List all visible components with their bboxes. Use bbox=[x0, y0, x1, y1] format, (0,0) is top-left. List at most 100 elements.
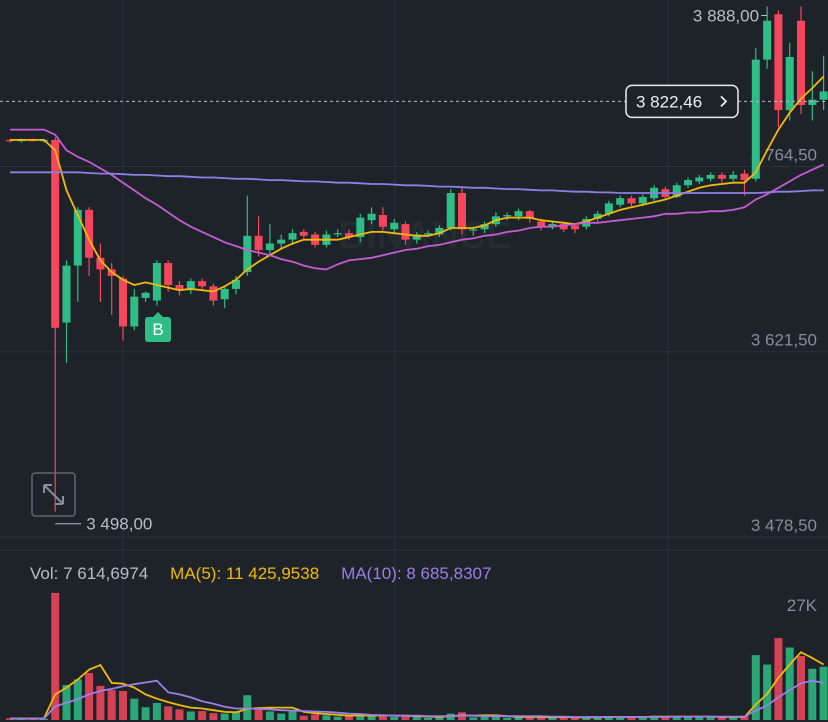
candle-body bbox=[333, 233, 342, 235]
candle-body bbox=[62, 265, 71, 323]
volume-legend: Vol: 7 614,6974 bbox=[30, 564, 148, 583]
volume-bar bbox=[717, 717, 726, 720]
volume-bar bbox=[480, 717, 489, 720]
candle-body bbox=[638, 196, 647, 204]
candle-body bbox=[356, 217, 365, 238]
candle-body bbox=[424, 233, 433, 235]
candle-body bbox=[378, 215, 387, 227]
candle-body bbox=[243, 235, 252, 273]
candle-body bbox=[616, 198, 625, 205]
volume-bar bbox=[220, 713, 229, 720]
candle-body bbox=[277, 239, 286, 244]
volume-bar bbox=[51, 592, 60, 720]
candle-body bbox=[751, 59, 760, 179]
volume-bar bbox=[390, 717, 399, 720]
expand-button[interactable] bbox=[31, 472, 76, 517]
candle-body bbox=[503, 215, 512, 217]
volume-bar bbox=[277, 713, 286, 720]
volume-bar bbox=[559, 717, 568, 720]
candle-body bbox=[299, 231, 308, 236]
volume-bar bbox=[322, 715, 331, 720]
y-tick-label: 3 478,50 bbox=[751, 516, 817, 535]
volume-bar bbox=[571, 717, 579, 720]
volume-bar bbox=[378, 715, 387, 720]
candle-body bbox=[232, 279, 240, 289]
volume-bar bbox=[706, 716, 715, 720]
volume-bar bbox=[186, 711, 195, 720]
candle-body bbox=[740, 173, 749, 181]
volume-legend: MA(10): 8 685,8307 bbox=[341, 564, 491, 583]
volume-bar bbox=[130, 698, 139, 720]
candle-body bbox=[51, 139, 60, 328]
candle-body bbox=[695, 177, 704, 182]
volume-bar bbox=[503, 717, 512, 720]
volume-bar bbox=[435, 716, 444, 720]
candle-body bbox=[73, 209, 82, 266]
candle-body bbox=[706, 174, 715, 179]
candle-body bbox=[288, 233, 297, 240]
candle-body bbox=[345, 233, 353, 238]
candle-body bbox=[435, 228, 444, 235]
ma-line bbox=[10, 128, 824, 271]
candle-body bbox=[265, 243, 274, 251]
volume-bar bbox=[401, 716, 410, 720]
candle-body bbox=[559, 224, 568, 230]
volume-bar bbox=[141, 707, 150, 720]
candle-body bbox=[525, 211, 534, 219]
volume-bar bbox=[232, 711, 240, 720]
volume-bar bbox=[785, 647, 794, 720]
volume-bar bbox=[763, 664, 772, 720]
candle-body bbox=[85, 209, 94, 258]
candle-body bbox=[514, 211, 523, 217]
volume-bar bbox=[424, 717, 433, 720]
volume-bar bbox=[627, 717, 636, 720]
volume-bar bbox=[333, 716, 342, 720]
y-tick-label: 27K bbox=[787, 596, 818, 615]
candle-body bbox=[164, 262, 173, 286]
volume-bar bbox=[311, 714, 320, 720]
candle-body bbox=[819, 91, 828, 100]
candle-body bbox=[717, 174, 726, 179]
expand-frame[interactable] bbox=[31, 472, 76, 517]
volume-bar bbox=[356, 714, 365, 720]
candle-body bbox=[458, 193, 466, 230]
volume-bar bbox=[729, 717, 738, 720]
volume-bar bbox=[797, 656, 805, 720]
candle-body bbox=[186, 281, 195, 291]
volume-bar bbox=[107, 690, 116, 720]
high-marker-label: 3 888,00 bbox=[693, 6, 759, 25]
candle-body bbox=[175, 285, 184, 291]
volume-bar bbox=[661, 716, 670, 720]
y-tick-label: 3 621,50 bbox=[751, 331, 817, 350]
candle-body bbox=[469, 229, 478, 231]
volume-bar bbox=[751, 655, 760, 720]
candle-body bbox=[96, 257, 105, 270]
chevron bbox=[720, 95, 728, 108]
volume-bar bbox=[525, 716, 534, 720]
volume-bar bbox=[412, 717, 421, 720]
candle-body bbox=[198, 281, 207, 287]
ma-line bbox=[10, 75, 825, 293]
candle-body bbox=[446, 193, 455, 229]
volume-bar bbox=[695, 717, 704, 720]
volume-bar bbox=[254, 707, 263, 720]
candle-body bbox=[152, 262, 161, 301]
volume-bar bbox=[367, 714, 376, 720]
candle-body bbox=[627, 198, 636, 204]
volume-bar bbox=[808, 668, 817, 720]
expand-icon[interactable] bbox=[43, 484, 64, 505]
volume-bar bbox=[537, 717, 546, 720]
volume-bar bbox=[299, 715, 308, 720]
candle-body bbox=[209, 286, 218, 301]
last-price-box[interactable] bbox=[625, 84, 739, 119]
candle-body bbox=[808, 99, 817, 105]
volume-bar bbox=[548, 717, 557, 720]
volume-bar bbox=[514, 717, 523, 720]
candle-body bbox=[672, 185, 681, 197]
volume-bar bbox=[616, 717, 625, 720]
candle-body bbox=[367, 213, 376, 221]
volume-bar bbox=[684, 717, 692, 720]
candle-body bbox=[119, 278, 127, 327]
